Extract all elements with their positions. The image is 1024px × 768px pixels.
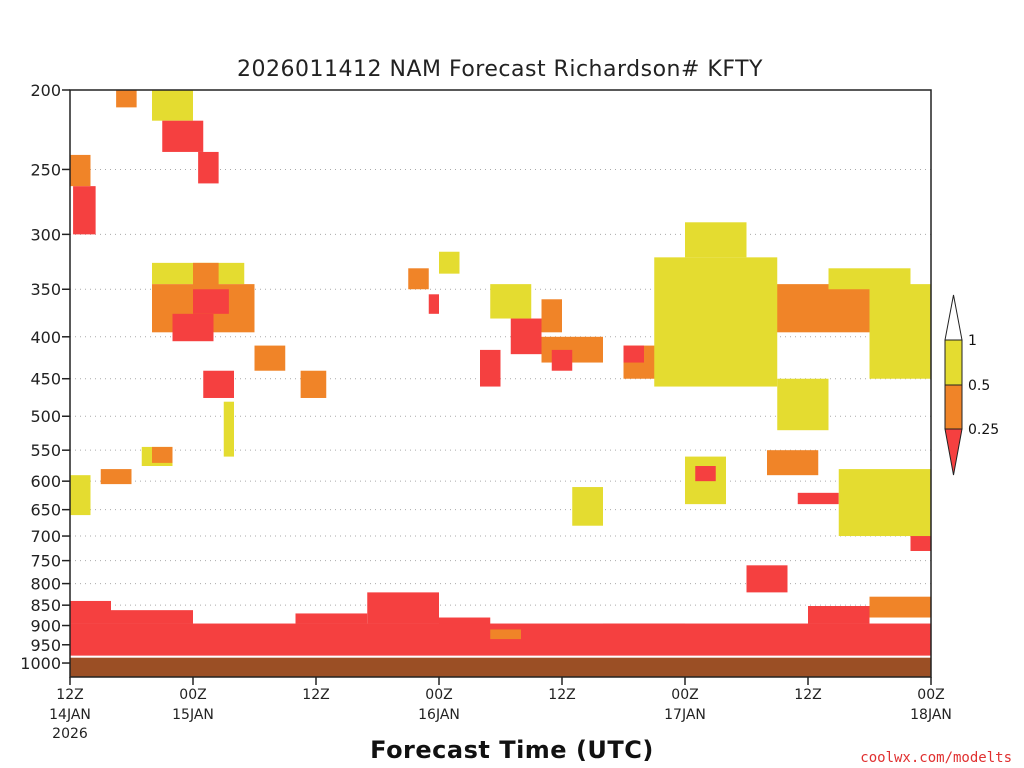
heatmap-cell bbox=[439, 617, 491, 630]
y-tick-label: 400 bbox=[30, 328, 61, 347]
chart-title: 2026011412 NAM Forecast Richardson# KFTY bbox=[237, 57, 763, 82]
heatmap-cell bbox=[439, 251, 460, 274]
x-axis: 12Z 14JAN 2026 00Z 15JAN 12Z 00Z 16JAN 12Z 00Z 17J… bbox=[49, 677, 952, 742]
y-tick-label: 1000 bbox=[20, 654, 61, 673]
heatmap-cell bbox=[490, 284, 532, 319]
heatmap-cell bbox=[254, 345, 286, 371]
heatmap-cell bbox=[172, 313, 214, 342]
heatmap-cell bbox=[685, 222, 747, 258]
y-tick-label: 600 bbox=[30, 472, 61, 491]
heatmap-cell bbox=[295, 613, 368, 624]
colorbar-label: 0.25 bbox=[968, 422, 999, 438]
colorbar-label: 1 bbox=[968, 333, 977, 349]
heatmap-cell bbox=[152, 446, 173, 463]
x-tick-time: 12Z bbox=[302, 687, 329, 703]
colorbar-label: 0.5 bbox=[968, 378, 990, 394]
heatmap-cell bbox=[70, 475, 91, 516]
heatmap-cell bbox=[300, 370, 327, 398]
heatmap-cell bbox=[767, 450, 819, 476]
heatmap-cell bbox=[551, 349, 573, 371]
heatmap-cell bbox=[116, 90, 137, 108]
heatmap-cell bbox=[73, 186, 96, 235]
x-tick-date: 18JAN bbox=[910, 707, 952, 723]
y-axis: 200 250 300 350 400 450 500 550 600 650 700 750 800 8… bbox=[20, 81, 70, 673]
heatmap-cell bbox=[808, 606, 870, 624]
x-tick-date: 14JAN bbox=[49, 707, 91, 723]
heatmap-cell bbox=[797, 492, 839, 505]
heatmap-cell bbox=[193, 289, 229, 314]
heatmap-cell bbox=[152, 90, 193, 121]
heatmap-cell bbox=[100, 469, 132, 485]
x-tick-date: 16JAN bbox=[418, 707, 460, 723]
heatmap-cell bbox=[828, 268, 911, 290]
x-tick-time: 12Z bbox=[548, 687, 575, 703]
y-tick-label: 550 bbox=[30, 441, 61, 460]
y-tick-label: 350 bbox=[30, 280, 61, 299]
y-tick-label: 650 bbox=[30, 501, 61, 520]
heatmap-cells bbox=[70, 90, 931, 658]
colorbar-legend: 1 0.5 0.25 bbox=[944, 294, 999, 476]
heatmap-cell bbox=[838, 469, 931, 537]
x-tick-date: 17JAN bbox=[664, 707, 706, 723]
colorbar-swatch-0.5-1 bbox=[944, 339, 963, 386]
ground-fill bbox=[70, 657, 931, 677]
heatmap-cell bbox=[869, 284, 931, 379]
credit-text: coolwx.com/modelts bbox=[860, 750, 1012, 766]
heatmap-cell bbox=[572, 487, 603, 526]
x-tick-time: 12Z bbox=[56, 687, 83, 703]
heatmap-cell bbox=[223, 401, 234, 457]
heatmap-cell bbox=[428, 294, 439, 314]
y-tick-label: 250 bbox=[30, 160, 61, 179]
heatmap-cell bbox=[623, 345, 644, 363]
heatmap-cell bbox=[869, 596, 931, 618]
heatmap-cell bbox=[746, 565, 788, 593]
y-tick-label: 200 bbox=[30, 81, 61, 100]
x-tick-time: 12Z bbox=[794, 687, 821, 703]
x-axis-label: Forecast Time (UTC) bbox=[370, 736, 654, 764]
heatmap-cell bbox=[541, 299, 562, 333]
ground-layer bbox=[70, 655, 931, 677]
colorbar-swatch-lt0.25 bbox=[944, 428, 963, 476]
heatmap-cell bbox=[654, 257, 778, 387]
y-tick-label: 850 bbox=[30, 596, 61, 615]
heatmap-cell bbox=[70, 600, 111, 624]
y-tick-label: 900 bbox=[30, 617, 61, 636]
y-tick-label: 950 bbox=[30, 636, 61, 655]
heatmap-cell bbox=[198, 151, 219, 184]
colorbar-swatch-0.25-0.5 bbox=[944, 384, 963, 430]
heatmap-cell bbox=[367, 592, 439, 624]
heatmap-cell bbox=[203, 370, 234, 398]
y-tick-label: 800 bbox=[30, 575, 61, 594]
heatmap-cell bbox=[162, 120, 204, 152]
heatmap-cell bbox=[70, 154, 91, 187]
heatmap-cell bbox=[490, 629, 521, 640]
heatmap-cell bbox=[480, 349, 501, 387]
x-tick-time: 00Z bbox=[425, 687, 452, 703]
colorbar-swatch-gt1 bbox=[944, 294, 963, 341]
y-tick-label: 750 bbox=[30, 552, 61, 571]
heatmap-cell bbox=[695, 466, 716, 482]
heatmap-cell bbox=[603, 623, 685, 636]
heatmap-cell bbox=[111, 610, 193, 624]
x-tick-time: 00Z bbox=[671, 687, 698, 703]
y-tick-label: 700 bbox=[30, 527, 61, 546]
heatmap-cell bbox=[70, 623, 931, 658]
plot-frame bbox=[69, 89, 932, 678]
y-tick-label: 450 bbox=[30, 370, 61, 389]
y-tick-label: 500 bbox=[30, 407, 61, 426]
heatmap-cell bbox=[408, 268, 429, 290]
x-tick-year: 2026 bbox=[52, 726, 88, 742]
x-tick-date: 15JAN bbox=[172, 707, 214, 723]
x-tick-time: 00Z bbox=[179, 687, 206, 703]
x-tick-time: 00Z bbox=[917, 687, 944, 703]
heatmap-cell bbox=[767, 284, 870, 333]
y-tick-label: 300 bbox=[30, 225, 61, 244]
heatmap-cell bbox=[510, 318, 542, 355]
heatmap-cell bbox=[521, 640, 583, 651]
heatmap-cell bbox=[777, 378, 829, 431]
